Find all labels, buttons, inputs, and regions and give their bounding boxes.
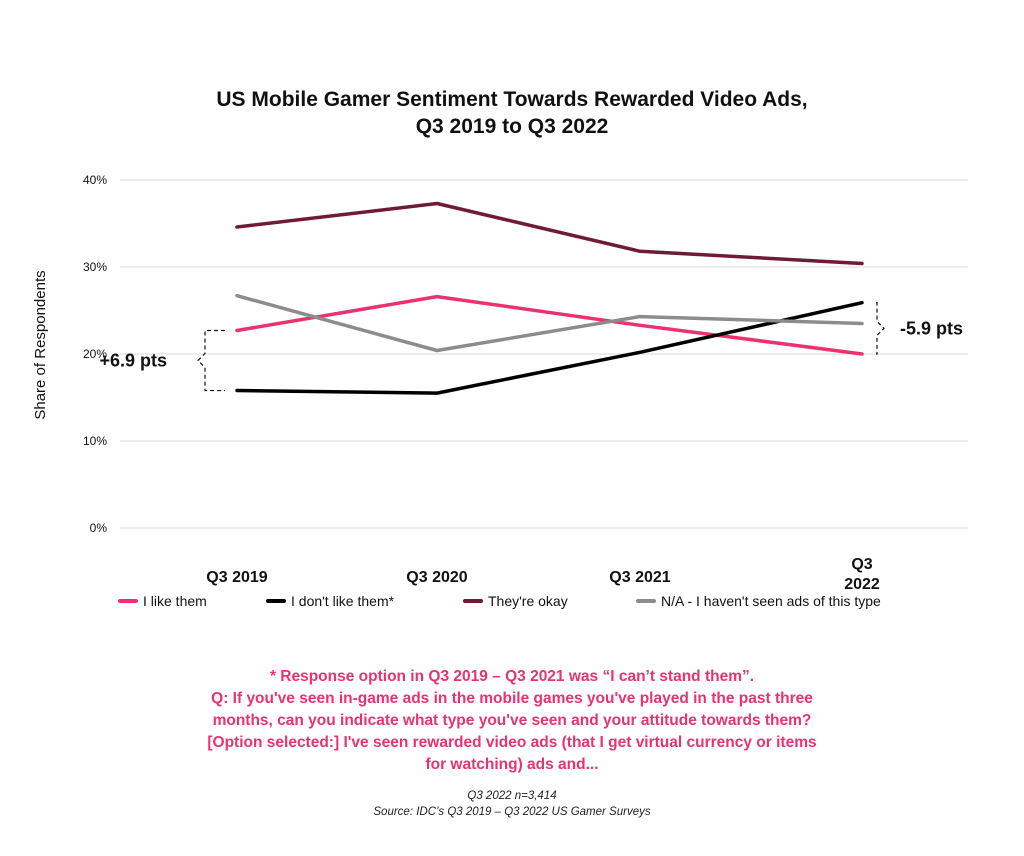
notes: * Response option in Q3 2019 – Q3 2021 w… (0, 666, 1024, 776)
annotations: +6.9 pts -5.9 pts (99, 302, 963, 392)
legend-swatch-okay (463, 599, 483, 603)
annotation-bracket (876, 302, 885, 355)
gridlines (120, 179, 968, 529)
x-tick-label: Q3 (851, 556, 872, 573)
legend-label-like: I like them (143, 593, 207, 609)
footer: Q3 2022 n=3,414 Source: IDC’s Q3 2019 – … (0, 788, 1024, 820)
series-lines (235, 201, 864, 395)
series-line-n-a-i-haven-t-seen-a (235, 293, 864, 353)
note-line-1: * Response option in Q3 2019 – Q3 2021 w… (269, 668, 755, 685)
y-tick-label: 10% (83, 434, 107, 448)
source: Source: IDC’s Q3 2019 – Q3 2022 US Gamer… (373, 806, 651, 818)
series-line-i-don-t-like-them (235, 300, 864, 395)
legend-item-okay: They're okay (463, 593, 568, 609)
annotation-label: +6.9 pts (99, 351, 167, 371)
legend-label-na: N/A - I haven't seen ads of this type (661, 593, 881, 609)
y-tick-label: 0% (90, 521, 108, 535)
y-tick-label: 30% (83, 260, 107, 274)
y-axis-ticks: 0% 10% 20% 30% 40% (83, 173, 107, 535)
legend-item-like: I like them (118, 593, 207, 609)
series-line-they-re-okay (235, 201, 864, 266)
chart-title: US Mobile Gamer Sentiment Towards Reward… (0, 86, 1024, 140)
note-line-2: Q: If you've seen in-game ads in the mob… (211, 690, 813, 707)
legend-swatch-na (636, 599, 656, 603)
y-tick-label: 40% (83, 173, 107, 187)
legend-label-okay: They're okay (488, 593, 568, 609)
x-axis-ticks: Q3 2019 Q3 2020 Q3 2021 Q3 2022 (206, 556, 880, 593)
legend-item-dislike: I don't like them* (266, 593, 394, 609)
y-axis-label: Share of Respondents (32, 270, 49, 419)
note-line-5: for watching) ads and... (425, 756, 599, 773)
chart-title-line-1: US Mobile Gamer Sentiment Towards Reward… (216, 88, 808, 111)
x-tick-label: 2022 (844, 576, 880, 593)
annotation-bracket (197, 329, 225, 392)
note-line-4: [Option selected:] I've seen rewarded vi… (207, 734, 817, 751)
chart-title-line-2: Q3 2019 to Q3 2022 (415, 115, 609, 138)
legend-item-na: N/A - I haven't seen ads of this type (636, 593, 881, 609)
line-chart: 0% 10% 20% 30% 40% Q3 2019 Q3 2020 Q3 2021 Q3 20… (32, 173, 968, 593)
legend-swatch-dislike (266, 599, 286, 603)
note-line-3: months, can you indicate what type you'v… (212, 712, 812, 729)
sample-size: Q3 2022 n=3,414 (467, 790, 557, 802)
y-tick-label: 20% (83, 347, 107, 361)
x-tick-label: Q3 2020 (406, 569, 467, 586)
legend-label-dislike: I don't like them* (291, 593, 395, 609)
legend-swatch-like (118, 599, 138, 603)
x-tick-label: Q3 2021 (609, 569, 670, 586)
x-tick-label: Q3 2019 (206, 569, 267, 586)
series-line-i-like-them (235, 294, 864, 356)
annotation-label: -5.9 pts (900, 318, 963, 338)
